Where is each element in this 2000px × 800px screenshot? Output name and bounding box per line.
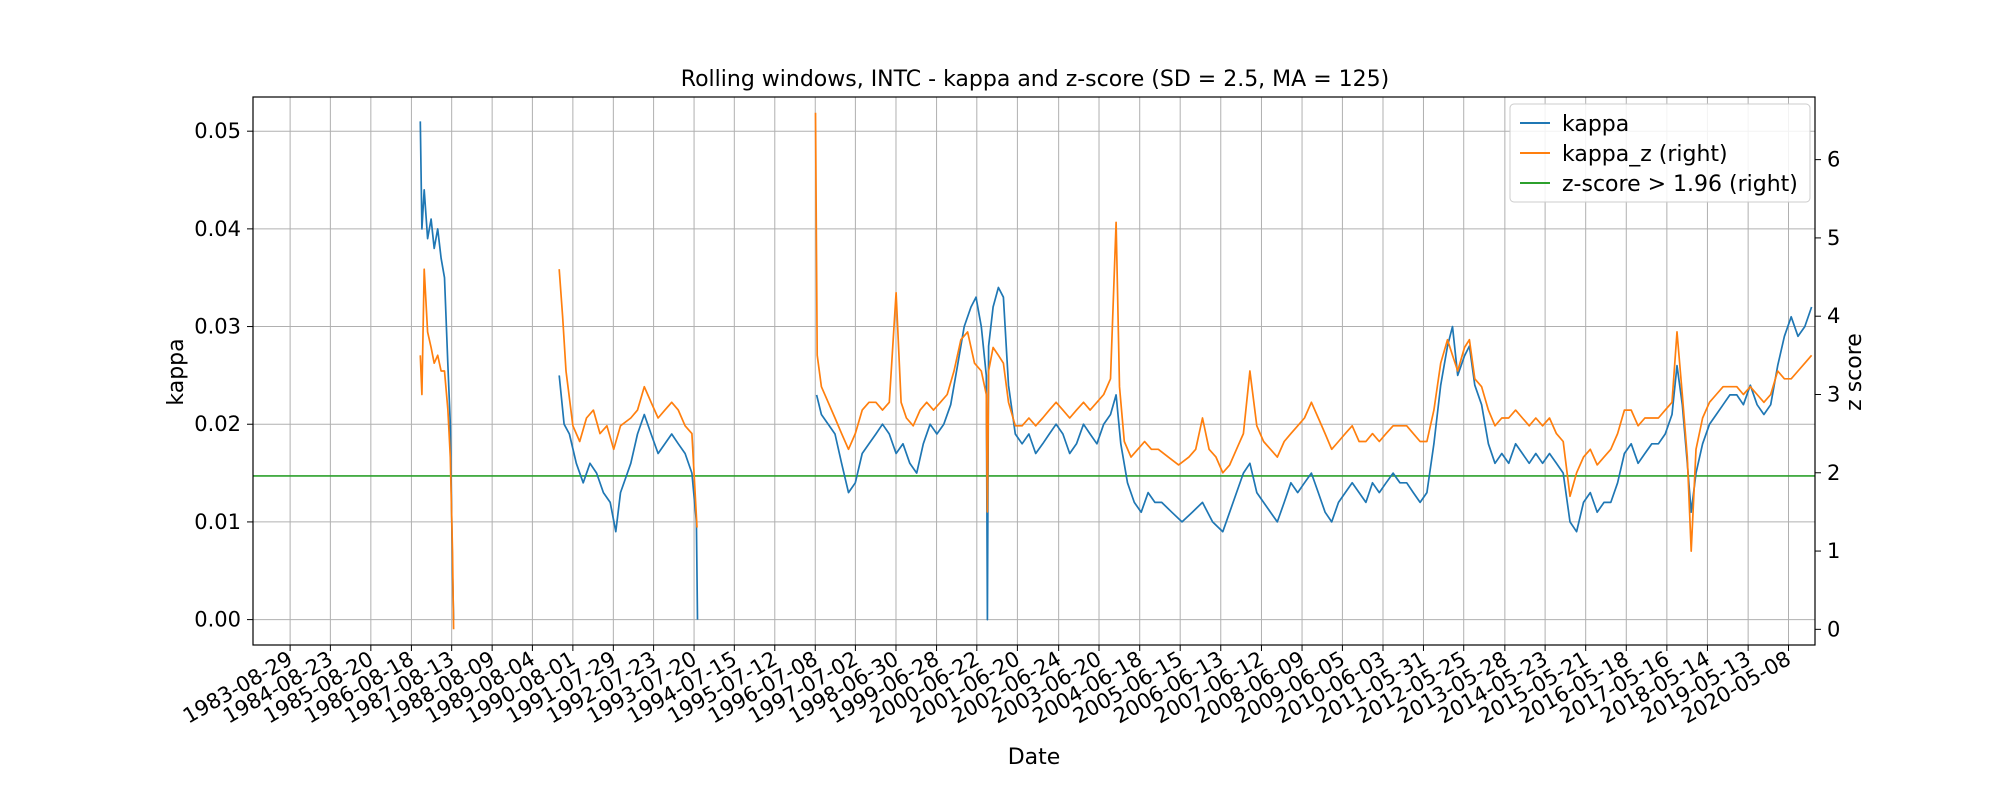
y-tick-label-right: 3 <box>1827 382 1840 406</box>
y-axis-right: 0 1 2 3 4 5 6 <box>1815 148 1840 641</box>
y-tick-label-right: 4 <box>1827 304 1840 328</box>
y-tick-label-right: 6 <box>1827 148 1840 172</box>
chart-title: Rolling windows, INTC - kappa and z-scor… <box>681 67 1389 92</box>
y-tick-label-right: 5 <box>1827 226 1840 250</box>
y-tick-label-left: 0.01 <box>194 510 241 534</box>
y-tick-label-left: 0.00 <box>194 608 241 632</box>
x-axis: 1983-08-291984-08-231985-08-201986-08-18… <box>179 645 1795 728</box>
series-line <box>558 269 698 528</box>
legend-box <box>1509 103 1811 203</box>
legend-entry: kappa <box>1562 112 1629 137</box>
series-line <box>814 112 1813 552</box>
series-line <box>815 286 1813 621</box>
y-axis-label-left: kappa <box>164 338 189 405</box>
series-layer <box>419 112 1813 630</box>
y-tick-label-right: 0 <box>1827 617 1840 641</box>
y-axis-left: 0.00 0.01 0.02 0.03 0.04 0.05 <box>194 119 253 632</box>
plot-frame <box>252 96 1816 646</box>
series-kappa <box>419 121 1813 621</box>
y-tick-label-left: 0.02 <box>194 412 241 436</box>
series-line <box>419 121 455 620</box>
y-axis-label-right: z score <box>1842 333 1867 411</box>
y-tick-label-right: 2 <box>1827 461 1840 485</box>
series-line <box>419 268 455 630</box>
legend-entry: z-score > 1.96 (right) <box>1562 172 1798 197</box>
series-line <box>558 375 699 620</box>
legend-entry: kappa_z (right) <box>1562 142 1728 167</box>
y-tick-label-right: 1 <box>1827 539 1840 563</box>
y-tick-label-left: 0.04 <box>194 217 241 241</box>
legend: kappa kappa_z (right) z-score > 1.96 (righ… <box>1509 103 1811 203</box>
series-kappa-z <box>419 112 1813 630</box>
y-tick-label-left: 0.03 <box>194 315 241 339</box>
x-axis-label: Date <box>1008 745 1061 770</box>
y-tick-label-left: 0.05 <box>194 119 241 143</box>
